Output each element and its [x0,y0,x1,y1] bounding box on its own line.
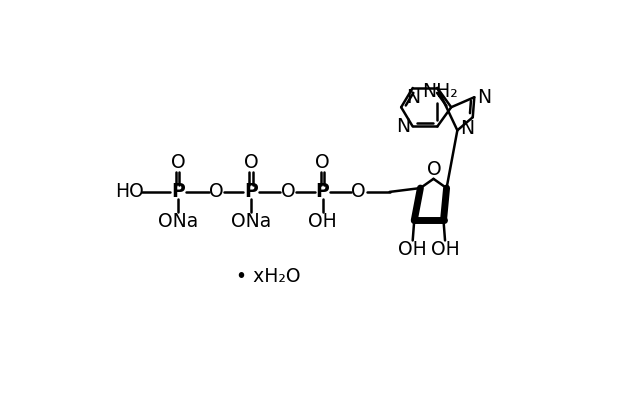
Text: O: O [209,182,223,202]
Text: P: P [244,182,258,202]
Text: O: O [281,182,295,202]
Text: O: O [316,153,330,172]
Text: O: O [351,182,366,202]
Text: O: O [244,153,259,172]
Text: • xH₂O: • xH₂O [236,267,300,286]
Text: ONa: ONa [231,212,271,231]
Text: OH: OH [431,240,460,259]
Text: N: N [406,88,420,107]
Text: OH: OH [398,240,427,259]
Text: N: N [396,117,410,136]
Text: O: O [170,153,185,172]
Text: ONa: ONa [157,212,198,231]
Text: O: O [427,160,442,179]
Text: P: P [316,182,330,202]
Text: N: N [477,88,492,107]
Text: P: P [171,182,185,202]
Text: HO: HO [115,182,144,202]
Text: NH₂: NH₂ [422,82,458,101]
Text: OH: OH [308,212,337,231]
Text: N: N [460,119,474,138]
